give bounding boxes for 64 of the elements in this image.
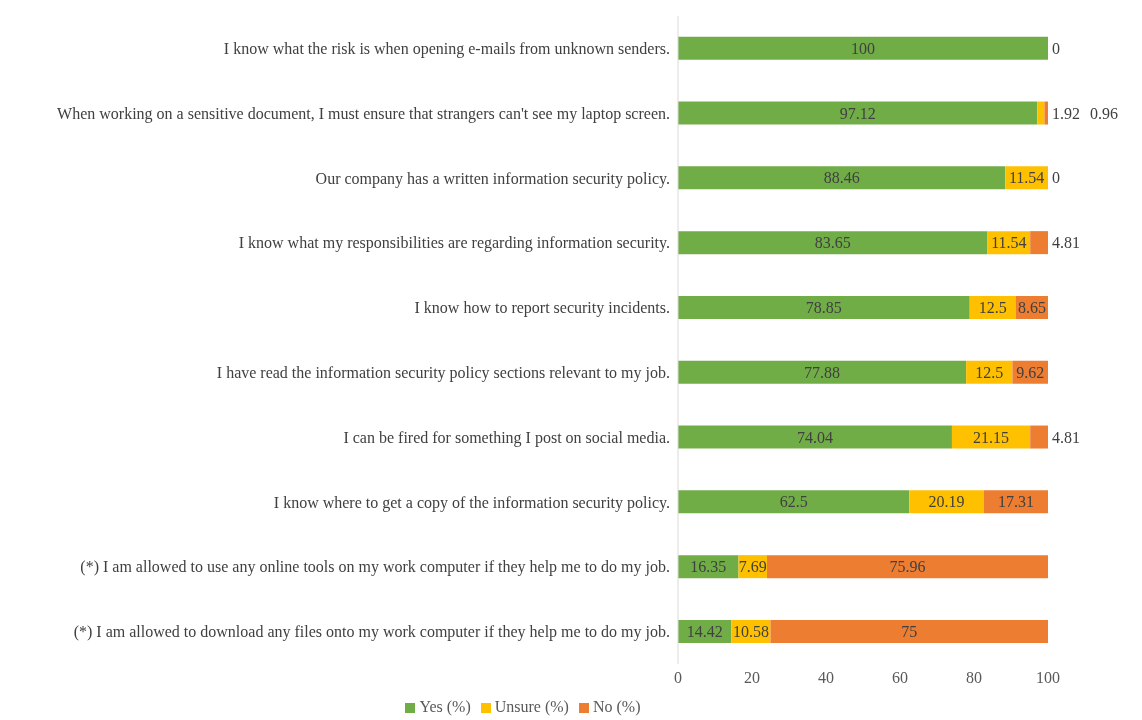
data-label: 83.65 [814,234,851,252]
bar [766,555,1048,579]
x-tick-label: 100 [1036,669,1060,687]
data-label: 62.5 [779,493,808,511]
data-label: 11.54 [1008,169,1045,187]
data-label: 21.15 [973,428,1010,446]
bar [678,295,970,319]
bar [1044,101,1048,125]
data-label: 4.81 [1052,428,1080,446]
bar [678,360,967,384]
x-tick-label: 40 [818,669,834,687]
bar [951,425,1031,449]
x-tick-label: 0 [674,669,682,687]
data-label: 100 [851,39,875,57]
data-label: 10.58 [732,623,769,641]
bar [678,101,1038,125]
data-label: 77.88 [804,363,841,381]
y-tick-label: I have read the information security policy sections relevant to my job. [216,364,670,383]
y-tick-label: I can be fired for something I post on social media. [343,428,670,447]
data-label: 12.5 [978,299,1007,317]
data-label: 4.81 [1052,234,1080,252]
data-label: 75.96 [889,558,926,576]
bar [678,425,952,449]
y-tick-label: I know what my responsibilities are regarding information security. [238,234,670,253]
legend-label: Unsure (%) [494,698,569,715]
data-label: 8.65 [1018,299,1046,317]
legend-label: No (%) [592,698,641,715]
data-label: 74.04 [796,428,833,446]
data-label: 0 [1052,39,1060,57]
data-label: 7.69 [738,558,767,576]
data-label: 78.85 [805,299,842,317]
data-label: 0 [1052,169,1060,187]
data-label: 17.31 [997,493,1034,511]
bar [678,166,1006,190]
bar [678,490,910,514]
data-label: 9.62 [1016,363,1045,381]
data-label: 75 [901,623,918,641]
bar [678,36,1048,60]
y-tick-label: I know what the risk is when opening e-mails from unknown senders. [223,40,670,59]
y-tick-label: (*) I am allowed to use any online tools on my work computer if they help me to do my job. [80,558,670,577]
data-label: 14.42 [686,623,723,641]
bar [983,490,1048,514]
data-label: 16.35 [690,558,727,576]
bar [1037,101,1045,125]
data-label: 1.92 [1052,104,1080,122]
y-tick-label: I know how to report security incidents. [414,299,670,318]
data-label: 11.54 [991,234,1027,252]
bar [1030,231,1048,255]
y-tick-label: Our company has a written information security policy. [315,169,670,188]
legend-label: Yes (%) [419,698,471,715]
y-tick-label: I know where to get a copy of the information security policy. [273,493,670,512]
x-tick-label: 80 [966,669,982,687]
data-label: 97.12 [839,104,876,122]
data-label: 12.5 [975,363,1004,381]
y-tick-label: (*) I am allowed to download any files onto my work computer if they help me to do my job. [73,623,670,642]
data-label: 20.19 [928,493,965,511]
bar [1030,425,1048,449]
data-label: 88.46 [823,169,860,187]
bar [770,619,1048,643]
data-label: 0.96 [1090,104,1118,122]
bar [678,231,988,255]
x-tick-label: 60 [892,669,908,687]
x-tick-label: 20 [744,669,760,687]
y-tick-label: When working on a sensitive document, I must ensure that strangers can't see my laptop screen. [57,104,670,123]
